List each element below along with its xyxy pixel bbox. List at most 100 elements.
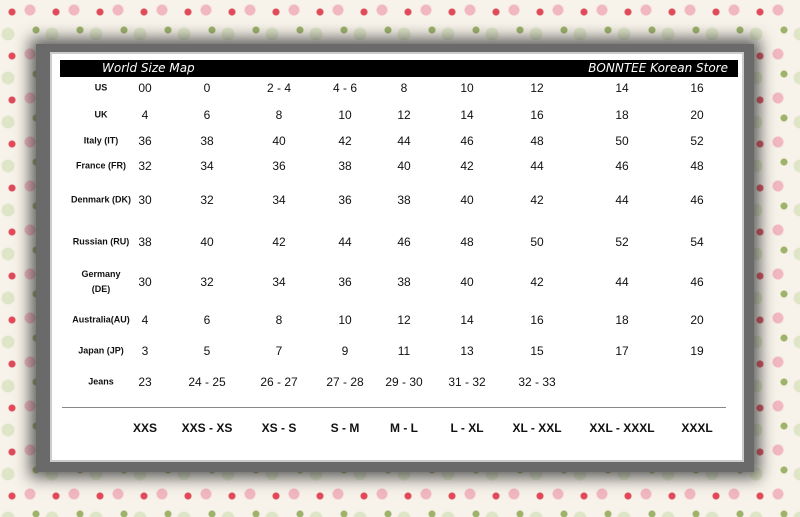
table-cell: 30 xyxy=(138,275,152,289)
table-cell: 14 xyxy=(615,81,629,95)
divider xyxy=(62,407,726,408)
row-label: Jeans xyxy=(88,376,114,387)
table-cell: 13 xyxy=(460,344,474,358)
chart-title: World Size Map xyxy=(102,61,195,75)
table-cell: 36 xyxy=(138,134,152,148)
table-cell: 44 xyxy=(615,275,629,289)
table-cell: 34 xyxy=(272,275,286,289)
table-cell: 34 xyxy=(200,159,214,173)
size-label: XL - XXL xyxy=(512,421,562,435)
table-cell: 44 xyxy=(397,134,411,148)
table-cell: 14 xyxy=(460,108,474,122)
row-label: Australia(AU) xyxy=(72,314,130,325)
table-cell: 44 xyxy=(615,193,629,207)
size-label: XXS xyxy=(132,421,158,435)
table-cell: 42 xyxy=(530,275,544,289)
size-label: XXL - XXXL xyxy=(589,421,655,435)
table-cell: 18 xyxy=(615,313,629,327)
size-label: XXXL xyxy=(681,421,713,435)
store-name: BONNTEE Korean Store xyxy=(588,61,728,75)
table-cell: 50 xyxy=(530,235,544,249)
table-cell: 2 - 4 xyxy=(266,81,292,95)
size-label: S - M xyxy=(330,421,360,435)
table-cell: 46 xyxy=(460,134,474,148)
size-label: M - L xyxy=(390,421,418,435)
size-label: XS - S xyxy=(261,421,297,435)
table-cell: 42 xyxy=(530,193,544,207)
table-cell: 8 xyxy=(400,81,408,95)
table-cell: 36 xyxy=(338,275,352,289)
table-cell: 42 xyxy=(338,134,352,148)
row-label: Italy (IT) xyxy=(83,135,119,146)
table-cell: 0 xyxy=(203,81,211,95)
table-cell: 40 xyxy=(460,275,474,289)
table-cell: 29 - 30 xyxy=(385,375,423,389)
table-cell: 42 xyxy=(460,159,474,173)
table-cell: 8 xyxy=(275,313,283,327)
table-cell: 38 xyxy=(138,235,152,249)
header-bar: World Size Map BONNTEE Korean Store xyxy=(60,60,738,77)
table-cell: 38 xyxy=(200,134,214,148)
table-cell: 48 xyxy=(530,134,544,148)
row-label: Russian (RU) xyxy=(72,236,130,247)
table-cell: 40 xyxy=(200,235,214,249)
table-cell: 4 xyxy=(141,313,149,327)
table-cell: 24 - 25 xyxy=(188,375,226,389)
table-cell: 50 xyxy=(615,134,629,148)
table-cell: 52 xyxy=(690,134,704,148)
table-cell: 4 xyxy=(141,108,149,122)
table-cell: 32 xyxy=(200,193,214,207)
table-cell: 8 xyxy=(275,108,283,122)
table-cell: 15 xyxy=(530,344,544,358)
table-cell: 54 xyxy=(690,235,704,249)
table-cell: 42 xyxy=(272,235,286,249)
table-cell: 27 - 28 xyxy=(326,375,364,389)
row-label: Japan (JP) xyxy=(78,345,124,356)
table-cell: 44 xyxy=(338,235,352,249)
table-cell: 20 xyxy=(690,108,704,122)
table-cell: 16 xyxy=(530,108,544,122)
table-cell: 4 - 6 xyxy=(332,81,358,95)
table-cell: 52 xyxy=(615,235,629,249)
table-cell: 32 - 33 xyxy=(518,375,556,389)
table-cell: 17 xyxy=(615,344,629,358)
table-cell: 40 xyxy=(397,159,411,173)
table-cell: 46 xyxy=(615,159,629,173)
table-cell: 00 xyxy=(138,81,152,95)
table-cell: 26 - 27 xyxy=(260,375,298,389)
table-cell: 44 xyxy=(530,159,544,173)
table-cell: 7 xyxy=(275,344,283,358)
table-cell: 46 xyxy=(690,275,704,289)
size-label: XXS - XS xyxy=(181,421,233,435)
size-chart-card xyxy=(50,52,744,462)
table-cell: 38 xyxy=(397,193,411,207)
row-label: UK xyxy=(94,109,108,120)
row-label: Denmark (DK) xyxy=(71,194,132,205)
table-cell: 32 xyxy=(200,275,214,289)
table-cell: 12 xyxy=(397,108,411,122)
table-cell: 36 xyxy=(338,193,352,207)
table-cell: 10 xyxy=(460,81,474,95)
table-cell: 38 xyxy=(338,159,352,173)
table-cell: 48 xyxy=(460,235,474,249)
table-cell: 11 xyxy=(397,344,411,358)
table-cell: 16 xyxy=(690,81,704,95)
row-label: Germany (DE) xyxy=(81,269,121,294)
table-cell: 12 xyxy=(397,313,411,327)
table-cell: 3 xyxy=(141,344,149,358)
table-cell: 46 xyxy=(397,235,411,249)
table-cell: 32 xyxy=(138,159,152,173)
table-cell: 10 xyxy=(338,313,352,327)
table-cell: 30 xyxy=(138,193,152,207)
table-cell: 14 xyxy=(460,313,474,327)
row-label: US xyxy=(94,82,108,93)
table-cell: 46 xyxy=(690,193,704,207)
table-cell: 18 xyxy=(615,108,629,122)
table-cell: 9 xyxy=(341,344,349,358)
table-cell: 31 - 32 xyxy=(448,375,486,389)
table-cell: 20 xyxy=(690,313,704,327)
table-cell: 34 xyxy=(272,193,286,207)
table-cell: 5 xyxy=(203,344,211,358)
row-label: France (FR) xyxy=(75,160,127,171)
table-cell: 6 xyxy=(203,313,211,327)
